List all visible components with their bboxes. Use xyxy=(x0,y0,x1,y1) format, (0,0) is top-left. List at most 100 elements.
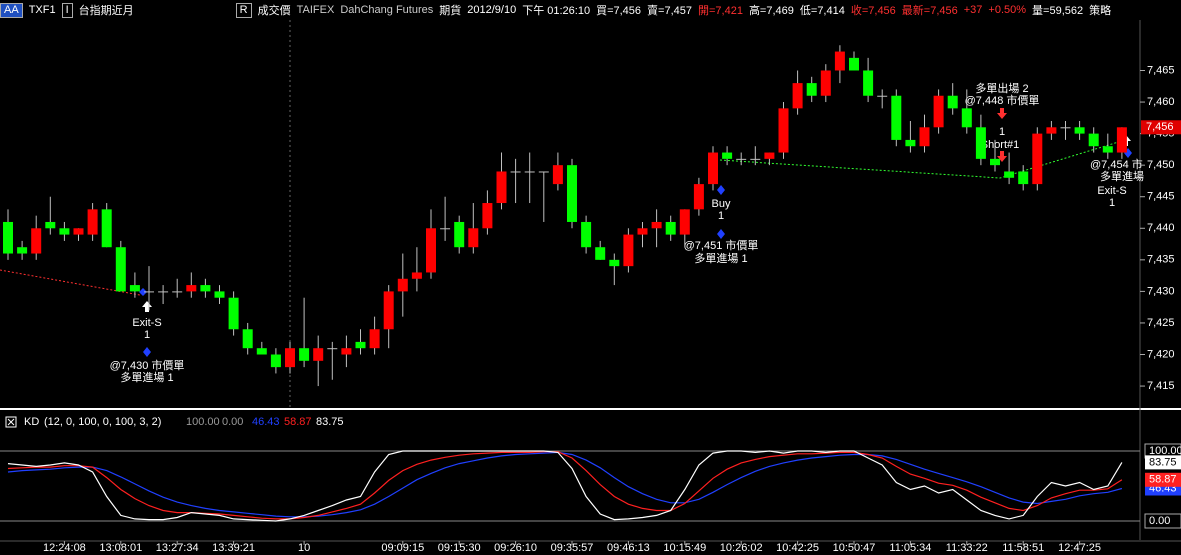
candle-body xyxy=(440,228,451,230)
symbol-name: 台指期近月 xyxy=(78,5,134,17)
exit-arrow xyxy=(997,108,1007,119)
candle-body xyxy=(101,209,112,248)
candle-body xyxy=(341,348,352,355)
candle-body xyxy=(891,95,902,140)
x-tick-label: 11:33:22 xyxy=(946,542,988,554)
y-tick-label: 7,450 xyxy=(1147,159,1175,171)
icon-button[interactable]: I xyxy=(61,2,73,18)
kind: 期貨 xyxy=(439,5,462,17)
x-tick-label: 13:27:34 xyxy=(156,542,199,554)
exchange: TAIFEX xyxy=(296,4,335,16)
annotation: Buy xyxy=(712,198,731,210)
annotation: 多單進場 1 xyxy=(120,370,173,384)
candle-body xyxy=(905,139,916,147)
value-tag xyxy=(1145,455,1181,470)
toolbar: AA TXF1 I 台指期近月 R 成交價 TAIFEX DahChang Fu… xyxy=(0,0,1181,20)
annotation: 多單進場 1 xyxy=(694,251,747,265)
candle-body xyxy=(228,297,239,330)
candle-body xyxy=(834,51,845,71)
symbol[interactable]: TXF1 xyxy=(28,4,56,16)
candle-body xyxy=(1074,127,1085,134)
y-tick-label: 7,415 xyxy=(1147,380,1175,392)
y-tick-label: 7,420 xyxy=(1147,348,1175,360)
level-label: 0.00 xyxy=(1149,515,1170,527)
y-tick-label: 7,465 xyxy=(1147,64,1175,76)
candle-body xyxy=(355,341,366,349)
candle-body xyxy=(17,247,28,254)
candle-body xyxy=(59,228,70,235)
candle-body xyxy=(567,165,577,222)
x-tick-label: 10:15:49 xyxy=(663,542,706,554)
candle-body xyxy=(383,291,394,330)
annotation: 1 xyxy=(1109,197,1115,209)
candle-body xyxy=(1102,146,1113,153)
high: 高=7,469 xyxy=(748,5,794,17)
annotation: @7,448 市價單 xyxy=(965,93,1040,107)
candle-body xyxy=(172,291,183,293)
candle-body xyxy=(933,95,944,128)
indicator-title: KD xyxy=(24,416,39,428)
panel-close-box[interactable] xyxy=(5,416,17,428)
date: 2012/9/10 xyxy=(467,4,517,16)
candle-body xyxy=(552,165,563,185)
candle-body xyxy=(820,70,831,96)
candle-body xyxy=(623,234,634,267)
candle-body xyxy=(863,70,874,96)
candle-body xyxy=(144,291,154,293)
broker: DahChang Futures xyxy=(340,4,434,16)
y-tick-label: 7,435 xyxy=(1147,254,1175,266)
candle-body xyxy=(961,108,972,128)
candle-body xyxy=(468,228,479,248)
kd-line xyxy=(7,450,1123,522)
candle-body xyxy=(327,348,338,350)
last-price-label: 7,456 xyxy=(1146,121,1174,133)
volume: 量=59,562 xyxy=(1032,5,1084,17)
candle-body xyxy=(947,95,958,109)
icon-button[interactable]: R xyxy=(235,2,252,18)
candle-body xyxy=(849,57,859,71)
candle-body xyxy=(186,285,197,292)
x-tick-label: 09:35:57 xyxy=(551,542,594,554)
candle-body xyxy=(792,83,803,109)
candle-body xyxy=(411,272,422,279)
candle-body xyxy=(524,171,535,173)
signal-marker xyxy=(717,229,725,239)
strategy[interactable]: 策略 xyxy=(1089,5,1112,17)
x-tick-label: 09:46:13 xyxy=(607,542,650,554)
x-tick-label: 10:50:47 xyxy=(833,542,876,554)
symbol-box[interactable]: AA xyxy=(0,2,23,18)
candle-body xyxy=(129,285,140,292)
candle-body xyxy=(313,348,324,361)
indicator-level: 0.00 xyxy=(222,416,243,428)
annotation: @7,451 市價單 xyxy=(684,238,759,252)
candle-body xyxy=(990,158,1000,166)
candle-body xyxy=(1060,127,1071,129)
last-price-tag xyxy=(1141,120,1181,135)
annotation: 1 xyxy=(144,329,150,341)
candle-body xyxy=(426,228,436,273)
value-tag-label: 83.75 xyxy=(1149,456,1177,468)
candle-body xyxy=(285,348,295,368)
annotation: @7,454 市 xyxy=(1090,157,1143,171)
x-tick-label: 12:47:25 xyxy=(1058,542,1101,554)
bid: 買=7,456 xyxy=(596,5,642,17)
x-tick-label: 10:42:25 xyxy=(776,542,819,554)
kd-line xyxy=(7,451,1123,520)
value-tag-label: 58.87 xyxy=(1149,474,1177,486)
x-tick-label: 11:05:34 xyxy=(889,542,931,554)
panel-close-icon xyxy=(7,418,15,426)
annotation: Exit-S xyxy=(1097,185,1126,197)
candle-body xyxy=(299,348,310,361)
candle-body xyxy=(708,152,718,185)
level-tag xyxy=(1144,513,1181,529)
annotation: @7,430 市價單 xyxy=(110,358,185,372)
entry-arrow xyxy=(997,151,1007,162)
candle-body xyxy=(1004,171,1015,178)
change-pct: +0.50% xyxy=(988,4,1027,16)
low: 低=7,414 xyxy=(799,5,845,17)
x-tick-label: 13:39:21 xyxy=(212,542,255,554)
y-tick-label: 7,440 xyxy=(1147,222,1175,234)
candle-body xyxy=(750,158,761,160)
candle-body xyxy=(214,291,225,298)
candle-body xyxy=(31,228,42,254)
